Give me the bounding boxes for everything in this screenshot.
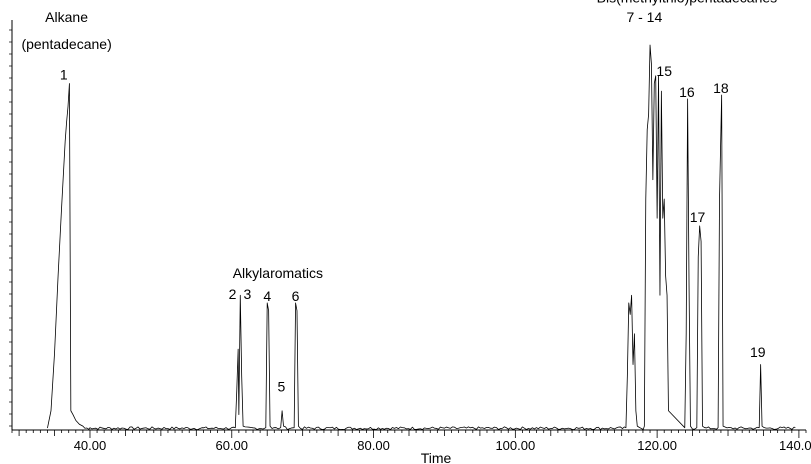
peak-annotation: 2 [229, 286, 237, 302]
trace-group [47, 44, 796, 430]
peak-annotation: 5 [277, 379, 285, 395]
x-tick-label: 140.00 [779, 438, 811, 453]
x-tick-label: 40.00 [74, 438, 107, 453]
peak-annotation: 17 [690, 209, 706, 225]
peak-annotation: Alkylaromatics [233, 265, 323, 281]
x-axis-label: Time [421, 450, 452, 464]
x-tick-label: 80.00 [357, 438, 390, 453]
peak-annotation: (pentadecane) [21, 36, 111, 52]
chromatogram-trace [47, 44, 796, 430]
x-tick-label: 100.00 [495, 438, 535, 453]
peak-annotation: 1 [60, 67, 68, 83]
peak-annotation: Alkane [45, 9, 88, 25]
peak-annotation: 7 - 14 [626, 9, 662, 25]
peak-annotation: 6 [292, 288, 300, 304]
peak-annotation: 19 [750, 344, 766, 360]
peak-annotation: 18 [713, 80, 729, 96]
x-tick-label: 60.00 [215, 438, 248, 453]
x-tick-label: 120.00 [637, 438, 677, 453]
peak-annotation: 16 [679, 84, 695, 100]
x-axis-ticks: 40.00 60.00 80.00 100.00 120.00 140.00 [11, 430, 811, 453]
peak-annotation: 4 [263, 288, 271, 304]
peak-annotations: Alkane (pentadecane) 1 Alkylaromatics 234 5 6 B… [21, 0, 777, 395]
peak-annotation: 15 [656, 63, 672, 79]
peak-annotation: Bis(methylthio)pentadecanes [597, 0, 778, 6]
peak-annotation: 3 [243, 286, 251, 302]
